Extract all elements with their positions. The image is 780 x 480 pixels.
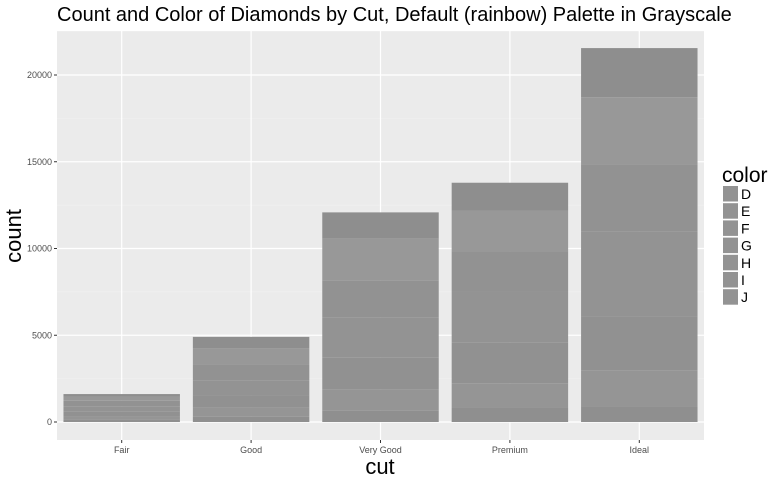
y-tick-label: 15000	[27, 157, 52, 167]
bar-segment	[451, 407, 569, 422]
bar-segment	[451, 342, 569, 384]
legend-key	[723, 186, 738, 202]
bar-segment	[581, 48, 698, 98]
bar-segment	[322, 280, 439, 318]
bars	[63, 48, 698, 422]
bar-segment	[322, 238, 439, 281]
bar-segment	[63, 416, 180, 420]
bar-segment	[581, 97, 698, 165]
y-axis-ticks: 0 5000 10000 15000 20000	[27, 70, 57, 427]
bar-segment	[63, 396, 180, 401]
x-axis-title: cut	[365, 454, 394, 479]
bar-segment	[451, 210, 569, 252]
x-tick-label: Good	[240, 445, 262, 455]
legend-label: F	[741, 220, 750, 236]
bar-segment	[581, 316, 698, 371]
legend-key	[723, 237, 738, 254]
legend-key	[723, 254, 738, 271]
bar-segment	[63, 400, 180, 407]
bar-segment	[581, 231, 698, 317]
bar-segment	[322, 389, 439, 411]
bar-segment	[322, 317, 439, 358]
chart-title: Count and Color of Diamonds by Cut, Defa…	[57, 4, 732, 26]
x-axis-ticks: Fair Good Very Good Premium Ideal	[114, 440, 649, 455]
y-tick-label: 0	[47, 417, 52, 427]
y-axis-title: count	[1, 209, 26, 263]
x-tick-label: Very Good	[359, 445, 402, 455]
legend-title: color	[722, 164, 768, 187]
y-tick-label: 10000	[27, 244, 52, 254]
y-tick-label: 20000	[27, 70, 52, 80]
legend-label: J	[741, 289, 748, 305]
y-tick-label: 5000	[32, 330, 52, 340]
legend-key	[723, 289, 738, 305]
bar-segment	[63, 419, 180, 422]
bar-segment	[63, 406, 180, 412]
bar-segment	[192, 407, 310, 417]
bar-segment	[192, 380, 310, 396]
bar-segment	[322, 357, 439, 390]
bar-segment	[192, 364, 310, 381]
x-tick-label: Ideal	[630, 445, 650, 455]
bar-segment	[581, 370, 698, 407]
bar-segment	[63, 411, 180, 417]
bar-segment	[451, 291, 569, 343]
bar-segment	[192, 395, 310, 408]
bar-segment	[451, 251, 569, 292]
legend-label: H	[741, 255, 751, 271]
bar-segment	[322, 410, 439, 422]
legend-label: G	[741, 238, 752, 254]
legend-key	[723, 272, 738, 288]
legend-label: E	[741, 203, 750, 219]
legend-label: D	[741, 186, 751, 202]
legend-key	[723, 220, 738, 236]
bar-segment	[192, 336, 310, 349]
x-tick-label: Fair	[114, 445, 130, 455]
legend-key	[723, 203, 738, 219]
bar-segment	[581, 164, 698, 232]
legend-label: I	[741, 272, 745, 288]
bar-segment	[451, 383, 569, 408]
bar-segment	[581, 406, 698, 422]
bar-segment	[192, 416, 310, 422]
bar-segment	[322, 212, 439, 239]
bar-segment	[192, 348, 310, 365]
x-tick-label: Premium	[492, 445, 528, 455]
bar-segment	[451, 182, 569, 211]
bar-segment	[63, 394, 180, 397]
